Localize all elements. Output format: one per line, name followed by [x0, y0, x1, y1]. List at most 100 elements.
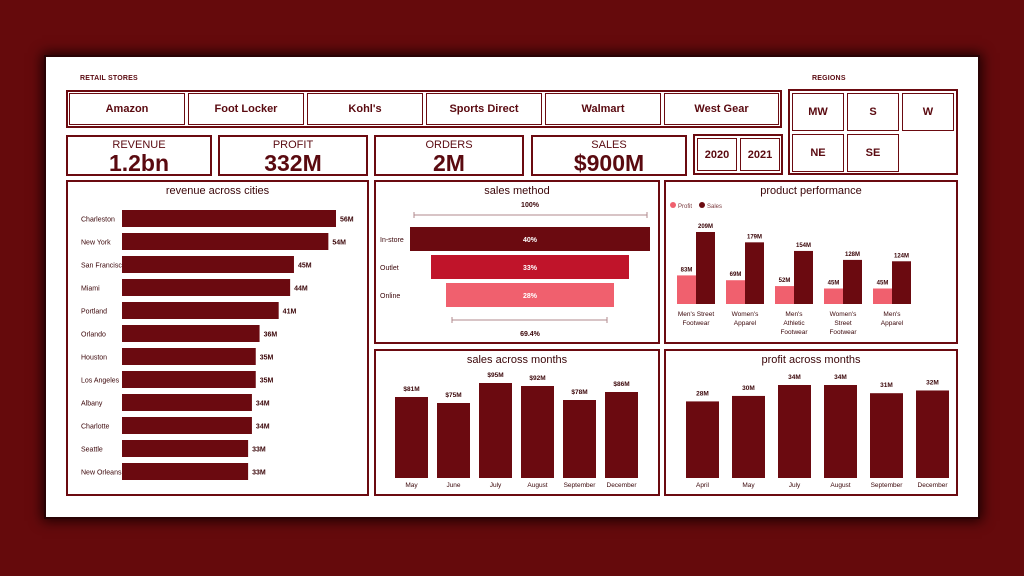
store-west-gear[interactable]: West Gear [664, 93, 779, 125]
legend-sales-label: Sales [707, 204, 722, 210]
regions-slicer [788, 89, 958, 175]
product-category-label: Women's Street Footwear [829, 311, 857, 336]
sales-month-value-label: $95M [487, 372, 503, 379]
kpi-orders-title: ORDERS [425, 139, 473, 151]
revenue-cities-panel: revenue across cities Charleston 56M New Y… [66, 180, 369, 496]
city-value-label: 54M [332, 240, 346, 247]
region-s[interactable]: S [847, 93, 899, 131]
sales-months-chart: $81M May $75M June $95M July $92M August $78M Sep… [395, 372, 638, 489]
profit-month-value-label: 34M [834, 374, 847, 381]
sales-months-title: sales across months [466, 354, 568, 366]
profit-month-month-label: December [918, 482, 949, 489]
city-value-label: 34M [256, 401, 270, 408]
year-2021[interactable]: 2021 [740, 138, 780, 171]
city-value-label: 34M [256, 424, 270, 431]
profit-month-bar [870, 393, 903, 478]
funnel-category-label: Online [380, 293, 400, 300]
sales-value-label: 209M [698, 224, 713, 230]
kpi-profit-title: PROFIT [272, 139, 314, 151]
region-mw[interactable]: MW [792, 93, 844, 131]
funnel-value-label: 28% [523, 293, 538, 300]
sales-month-month-label: May [405, 482, 418, 489]
profit-month-month-label: April [696, 482, 710, 489]
sales-bar [745, 242, 764, 304]
sales-month-bar [395, 397, 428, 478]
profit-months-panel: profit across months 28M April 30M May 34M Ju… [664, 349, 958, 496]
kpi-sales-title: SALES [591, 139, 627, 151]
sales-value-label: 124M [894, 253, 909, 259]
region-ne[interactable]: NE [792, 134, 844, 172]
profit-month-month-label: July [789, 482, 801, 489]
sales-month-bar [479, 383, 512, 478]
store-foot-locker[interactable]: Foot Locker [188, 93, 304, 125]
kpi-profit: PROFIT 332M [218, 135, 368, 176]
funnel-category-label: In-store [380, 237, 404, 244]
city-value-label: 45M [298, 263, 312, 270]
profit-months-title: profit across months [761, 354, 861, 366]
kpi-revenue-title: REVENUE [112, 139, 166, 151]
sales-month-value-label: $78M [571, 389, 587, 396]
city-value-label: 35M [260, 378, 274, 385]
kpi-orders-value: 2M [433, 150, 465, 176]
sales-bar [843, 259, 862, 304]
profit-month-bar [732, 395, 765, 478]
product-performance-title: product performance [760, 185, 862, 197]
store-sports-direct[interactable]: Sports Direct [426, 93, 542, 125]
city-bar [122, 394, 252, 411]
city-bar [122, 417, 252, 434]
sales-month-month-label: July [490, 482, 502, 489]
profit-month-value-label: 30M [742, 385, 755, 392]
funnel-top-label: 100% [521, 202, 540, 209]
sales-value-label: 179M [747, 234, 762, 240]
store-walmart[interactable]: Walmart [545, 93, 661, 125]
city-value-label: 56M [340, 217, 354, 224]
sales-month-month-label: August [527, 482, 547, 489]
city-label: Orlando [81, 332, 106, 339]
city-bar [122, 371, 256, 388]
product-category-label: Men's Apparel [881, 311, 904, 327]
region-se[interactable]: SE [847, 134, 899, 172]
funnel-category-label: Outlet [380, 265, 399, 272]
city-label: Albany [81, 401, 103, 408]
profit-bar [775, 286, 794, 304]
profit-month-value-label: 31M [880, 382, 893, 389]
store-amazon[interactable]: Amazon [69, 93, 185, 125]
kpi-sales-value: $900M [573, 150, 645, 176]
profit-bar [726, 280, 745, 304]
profit-months-chart: 28M April 30M May 34M July 34M August 31M Septemb… [686, 374, 949, 489]
profit-month-bar [824, 385, 857, 478]
funnel-value-label: 33% [523, 265, 538, 272]
profit-bar [677, 275, 696, 304]
dashboard: RETAIL STORES REGIONS Amazon Foot Locker… [46, 57, 978, 517]
year-2020[interactable]: 2020 [697, 138, 737, 171]
revenue-cities-title: revenue across cities [165, 185, 270, 197]
profit-month-bar [916, 390, 949, 478]
city-bar [122, 463, 249, 480]
funnel-bar [410, 227, 650, 251]
city-value-label: 35M [260, 355, 274, 362]
sales-bar [696, 232, 715, 304]
city-bar [122, 302, 279, 319]
sales-month-value-label: $92M [529, 375, 545, 382]
city-label: Charleston [81, 217, 115, 224]
profit-month-month-label: August [830, 482, 850, 489]
sales-month-month-label: September [564, 482, 597, 489]
city-bar [122, 348, 256, 365]
kpi-revenue: REVENUE 1.2bn [66, 135, 212, 176]
sales-value-label: 128M [845, 252, 860, 258]
sales-month-month-label: June [446, 482, 460, 489]
stores-slicer [66, 90, 782, 128]
sales-month-month-label: December [607, 482, 638, 489]
city-value-label: 33M [252, 470, 266, 477]
city-bar [122, 325, 260, 342]
store-kohls[interactable]: Kohl's [307, 93, 423, 125]
funnel-bar [431, 255, 629, 279]
city-bar [122, 440, 249, 457]
city-label: Houston [81, 355, 107, 362]
city-bar [122, 256, 294, 273]
funnel-value-label: 40% [523, 237, 538, 244]
city-bar [122, 210, 336, 227]
profit-month-month-label: May [742, 482, 755, 489]
region-w[interactable]: W [902, 93, 954, 131]
